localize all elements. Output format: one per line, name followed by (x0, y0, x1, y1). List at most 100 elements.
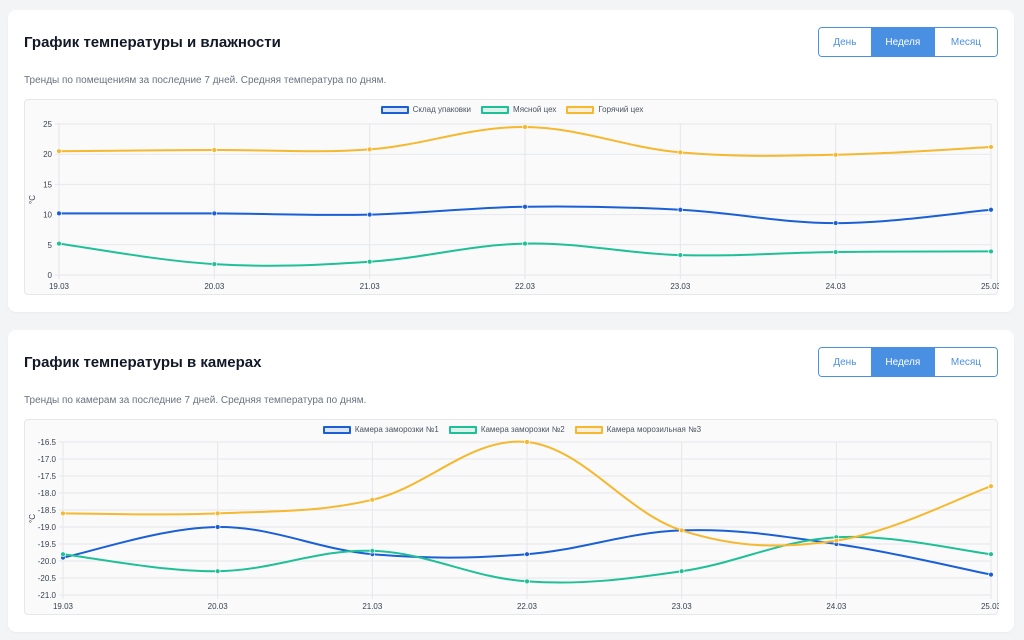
data-point (60, 551, 66, 557)
period-week-button[interactable]: Неделя (871, 28, 935, 56)
chart-legend: Камера заморозки №1 Камера заморозки №2 Ка… (25, 425, 999, 434)
x-tick-label: 23.03 (670, 282, 691, 291)
temperature-humidity-card: График температуры и влажности День Неде… (8, 10, 1014, 312)
data-point (678, 568, 685, 574)
data-point (522, 204, 528, 210)
chart-container: -21.0 -20.5 -20.0 -19.5 -19.0 -18.5 -18.0 -17.5… (24, 419, 999, 615)
period-month-button[interactable]: Месяц (934, 28, 997, 56)
data-point (369, 497, 376, 503)
data-point (214, 568, 221, 574)
data-point (988, 207, 994, 213)
y-tick-label: -16.5 (38, 438, 57, 447)
y-tick-label: -21.0 (38, 591, 57, 600)
legend-item[interactable]: Склад упаковки (380, 105, 472, 114)
data-point (214, 524, 221, 530)
line-chart: 0 5 10 15 20 25 19.03 20.03 21.03 22.03 23.03 24.03… (28, 120, 999, 291)
data-point (677, 149, 684, 156)
period-month-button[interactable]: Месяц (934, 348, 997, 376)
period-switcher: День Неделя Месяц (818, 347, 998, 377)
legend-item[interactable]: Мясной цех (481, 105, 556, 114)
period-week-button[interactable]: Неделя (871, 348, 935, 376)
y-tick-label: -18.0 (38, 489, 57, 498)
y-tick-label: -20.0 (38, 557, 57, 566)
x-tick-label: 19.03 (53, 602, 74, 611)
y-tick-label: -17.0 (38, 455, 57, 464)
data-point (60, 510, 66, 517)
data-point (211, 261, 218, 267)
data-point (522, 240, 528, 247)
data-point (366, 259, 373, 265)
data-point (524, 551, 530, 557)
data-point (366, 146, 373, 153)
y-tick-label: -19.5 (38, 540, 57, 549)
x-tick-label: 21.03 (362, 602, 383, 611)
y-tick-label: 20 (43, 150, 52, 159)
x-tick-label: 24.03 (826, 602, 847, 611)
x-tick-label: 20.03 (204, 282, 225, 291)
line-chart: -21.0 -20.5 -20.0 -19.5 -19.0 -18.5 -18.0 -17.5… (28, 438, 999, 611)
data-point (211, 147, 218, 153)
legend-label: Мясной цех (513, 105, 557, 114)
x-tick-label: 22.03 (515, 282, 536, 291)
data-point (832, 220, 839, 226)
x-tick-label: 22.03 (517, 602, 538, 611)
legend-item[interactable]: Горячий цех (566, 105, 643, 114)
x-tick-label: 25.03 (981, 602, 999, 611)
data-point (56, 148, 62, 154)
period-day-button[interactable]: День (819, 28, 872, 56)
y-tick-label: 25 (43, 120, 52, 129)
legend-item[interactable]: Камера заморозки №1 (322, 425, 439, 434)
x-tick-label: 20.03 (208, 602, 229, 611)
data-point (677, 252, 684, 258)
y-tick-label: 10 (43, 211, 52, 220)
legend-item[interactable]: Камера заморозки №2 (448, 425, 565, 434)
data-point (677, 207, 684, 213)
y-axis-label: °C (28, 514, 37, 523)
y-tick-label: -20.5 (38, 574, 57, 583)
legend-label: Горячий цех (598, 105, 644, 114)
y-tick-label: -18.5 (38, 506, 57, 515)
y-tick-label: 15 (43, 180, 52, 189)
data-point (988, 571, 994, 578)
y-tick-label: -17.5 (38, 472, 57, 481)
x-tick-label: 19.03 (49, 282, 70, 291)
data-point (522, 124, 528, 130)
data-point (988, 483, 994, 489)
x-tick-label: 25.03 (981, 282, 999, 291)
legend-swatch (380, 105, 409, 114)
card-title: График температуры и влажности (24, 34, 281, 51)
legend-swatch (448, 425, 477, 434)
legend-label: Камера заморозки №2 (480, 425, 565, 434)
period-day-button[interactable]: День (819, 348, 872, 376)
period-switcher: День Неделя Месяц (818, 27, 998, 57)
data-point (988, 248, 994, 255)
data-point (832, 152, 839, 158)
data-point (56, 210, 62, 217)
data-point (524, 439, 530, 445)
x-tick-label: 23.03 (672, 602, 693, 611)
data-point (678, 527, 685, 534)
data-point (988, 144, 994, 150)
legend-label: Камера морозильная №3 (606, 425, 702, 434)
y-tick-label: -19.0 (38, 523, 57, 532)
y-axis-label: °C (28, 195, 37, 204)
legend-label: Склад упаковки (412, 105, 472, 114)
legend-swatch (481, 105, 510, 114)
card-title: График температуры в камерах (24, 354, 262, 371)
data-point (832, 249, 839, 255)
data-point (366, 211, 373, 218)
data-point (833, 537, 840, 544)
data-point (988, 551, 994, 557)
x-tick-label: 21.03 (360, 282, 381, 291)
card-subtitle: Тренды по камерам за последние 7 дней. С… (24, 395, 367, 406)
data-point (56, 240, 62, 247)
data-point (214, 510, 221, 517)
legend-item[interactable]: Камера морозильная №3 (574, 425, 702, 434)
data-point (211, 210, 218, 217)
legend-swatch (574, 425, 603, 434)
legend-swatch (322, 425, 351, 434)
x-tick-label: 24.03 (826, 282, 847, 291)
legend-label: Камера заморозки №1 (354, 425, 439, 434)
chart-legend: Склад упаковки Мясной цех Горячий цех (25, 105, 999, 114)
data-point (369, 548, 376, 554)
